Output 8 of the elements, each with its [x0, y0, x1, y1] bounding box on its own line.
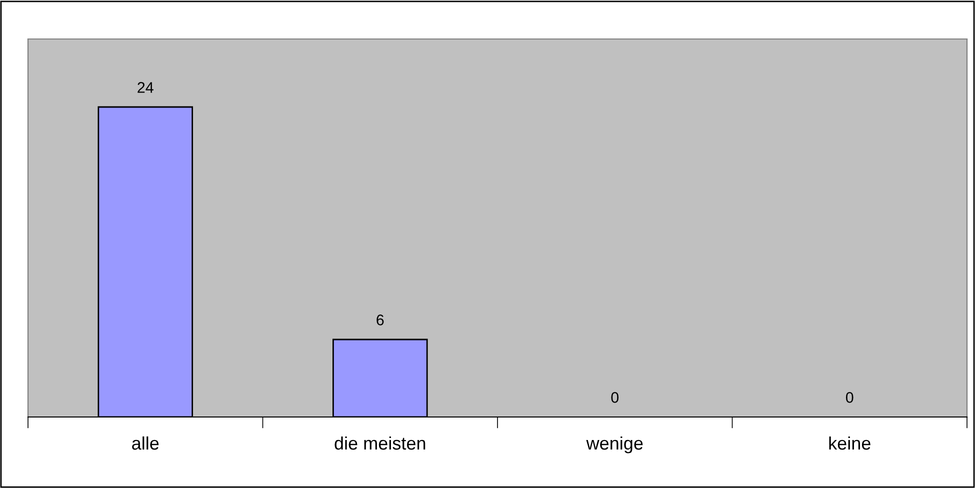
x-tick-label: alle: [132, 436, 159, 450]
data-label: 24: [138, 82, 154, 93]
x-tick-label: wenige: [586, 436, 643, 454]
data-label: 6: [376, 314, 384, 326]
data-label: 0: [611, 392, 619, 403]
x-tick-label: keine: [829, 436, 870, 450]
data-label: 0: [846, 392, 854, 403]
x-tick-label: die meisten: [334, 436, 426, 450]
